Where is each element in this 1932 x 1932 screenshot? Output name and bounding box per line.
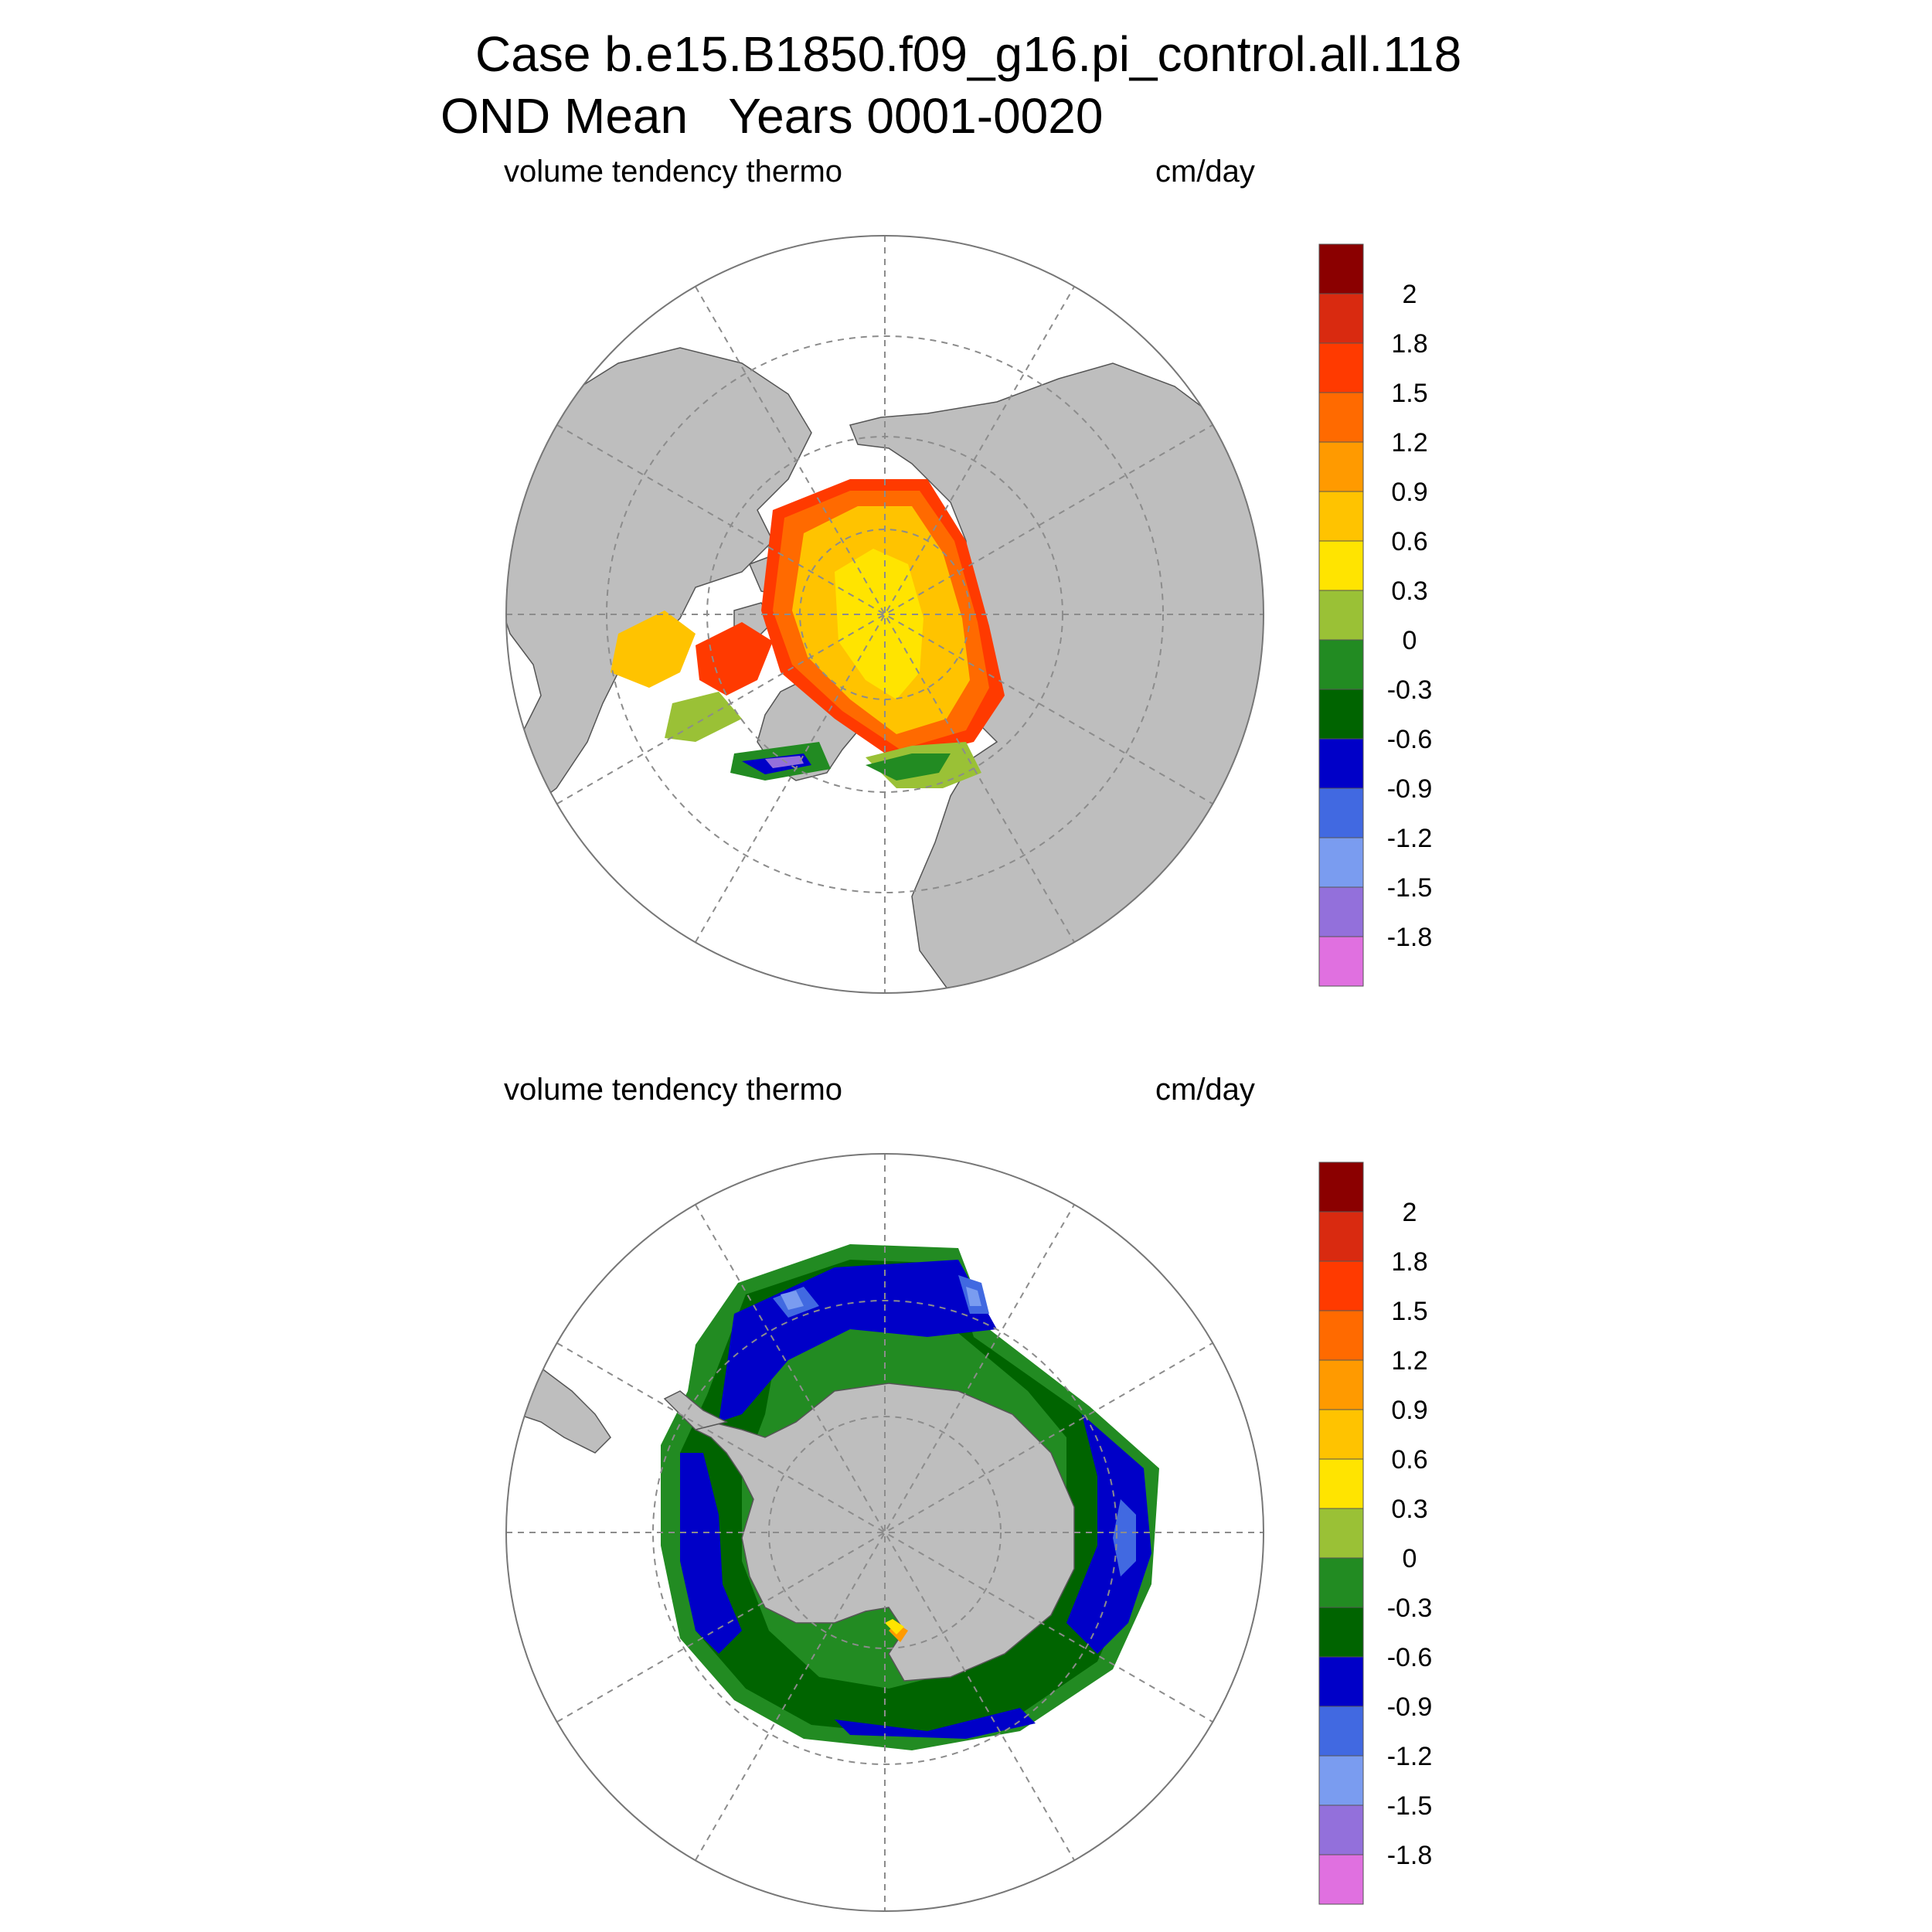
north-colorbar-swatch bbox=[1318, 936, 1364, 987]
north-colorbar-swatch bbox=[1318, 293, 1364, 344]
north-colorbar-tick-label: -0.9 bbox=[1387, 774, 1433, 804]
north-colorbar-tick-label: 0 bbox=[1403, 626, 1417, 655]
south-colorbar-swatch bbox=[1318, 1804, 1364, 1855]
south-polar-map bbox=[505, 1153, 1264, 1912]
south-colorbar-swatch bbox=[1318, 1211, 1364, 1262]
north-colorbar-swatch bbox=[1318, 491, 1364, 542]
south-colorbar-swatch bbox=[1318, 1656, 1364, 1707]
south-colorbar-tick-label: -0.9 bbox=[1387, 1692, 1433, 1722]
north-colorbar-tick-label: -0.6 bbox=[1387, 725, 1433, 754]
north-colorbar-tick-label: 0.9 bbox=[1391, 478, 1427, 507]
south-panel-variable-label: volume tendency thermo bbox=[504, 1073, 843, 1107]
north-colorbar-swatch bbox=[1318, 590, 1364, 641]
south-colorbar-tick-label: 2 bbox=[1403, 1198, 1417, 1227]
south-colorbar-swatch bbox=[1318, 1854, 1364, 1905]
south-colorbar-tick-label: 0.9 bbox=[1391, 1396, 1427, 1425]
south-map-antarctica bbox=[663, 1383, 1075, 1682]
north-colorbar-tick-label: -1.5 bbox=[1387, 873, 1433, 903]
south-colorbar-swatch bbox=[1318, 1508, 1364, 1559]
north-colorbar-swatch bbox=[1318, 738, 1364, 789]
north-colorbar-tick-label: -0.3 bbox=[1387, 675, 1433, 705]
south-panel-units-label: cm/day bbox=[1155, 1073, 1255, 1107]
north-colorbar-tick-label: 1.2 bbox=[1391, 428, 1427, 457]
north-colorbar-tick-label: -1.8 bbox=[1387, 923, 1433, 952]
north-polar-map bbox=[505, 235, 1264, 994]
south-colorbar-swatch bbox=[1318, 1557, 1364, 1608]
south-colorbar-swatch bbox=[1318, 1458, 1364, 1509]
figure-title-line-1: Case b.e15.B1850.f09_g16.pi_control.all.… bbox=[475, 26, 1462, 82]
north-colorbar-tick-label: 0.3 bbox=[1391, 577, 1427, 606]
south-colorbar-tick-label: 1.5 bbox=[1391, 1297, 1427, 1326]
south-graticule bbox=[506, 1154, 1264, 1911]
south-map-border bbox=[505, 1153, 1264, 1912]
south-colorbar-swatch bbox=[1318, 1409, 1364, 1460]
south-colorbar-tick-label: -1.2 bbox=[1387, 1742, 1433, 1771]
south-colorbar-swatch bbox=[1318, 1310, 1364, 1361]
north-colorbar-tick-label: -1.2 bbox=[1387, 824, 1433, 853]
south-colorbar-tick-label: 0.3 bbox=[1391, 1495, 1427, 1524]
south-colorbar-swatch bbox=[1318, 1607, 1364, 1658]
north-colorbar-swatch bbox=[1318, 787, 1364, 838]
north-colorbar-swatch bbox=[1318, 639, 1364, 690]
north-colorbar-swatch bbox=[1318, 342, 1364, 393]
north-colorbar-swatch bbox=[1318, 540, 1364, 591]
south-colorbar-swatch bbox=[1318, 1755, 1364, 1806]
south-colorbar-swatch bbox=[1318, 1706, 1364, 1757]
north-colorbar-swatch bbox=[1318, 441, 1364, 492]
north-colorbar-tick-label: 1.5 bbox=[1391, 379, 1427, 408]
south-colorbar-tick-label: -0.6 bbox=[1387, 1643, 1433, 1672]
north-graticule bbox=[506, 236, 1264, 993]
north-panel-units-label: cm/day bbox=[1155, 155, 1255, 189]
north-colorbar-swatch bbox=[1318, 392, 1364, 443]
north-colorbar: 2 1.8 1.5 1.2 0.9 0.6 0.3 0 -0.3 -0.6 -0.9 -1.2 -1.5… bbox=[1318, 243, 1433, 987]
south-colorbar-tick-label: -1.5 bbox=[1387, 1791, 1433, 1821]
north-colorbar-swatch bbox=[1318, 837, 1364, 888]
south-colorbar-tick-label: 0.6 bbox=[1391, 1445, 1427, 1475]
south-colorbar-swatch bbox=[1318, 1162, 1364, 1213]
north-colorbar-swatch bbox=[1318, 243, 1364, 294]
south-colorbar-tick-label: -1.8 bbox=[1387, 1841, 1433, 1870]
north-colorbar-swatch bbox=[1318, 689, 1364, 740]
north-panel-variable-label: volume tendency thermo bbox=[504, 155, 843, 189]
north-colorbar-tick-label: 0.6 bbox=[1391, 527, 1427, 556]
north-colorbar-swatch bbox=[1318, 886, 1364, 937]
south-colorbar-swatch bbox=[1318, 1260, 1364, 1311]
north-map-border bbox=[505, 235, 1264, 994]
south-colorbar-tick-label: 1.2 bbox=[1391, 1346, 1427, 1376]
south-colorbar-tick-label: -0.3 bbox=[1387, 1594, 1433, 1623]
south-colorbar-tick-label: 0 bbox=[1403, 1544, 1417, 1573]
north-colorbar-tick-label: 2 bbox=[1403, 280, 1417, 309]
south-colorbar-swatch bbox=[1318, 1359, 1364, 1410]
north-colorbar-tick-label: 1.8 bbox=[1391, 329, 1427, 359]
figure-title-line-2: OND Mean Years 0001-0020 bbox=[440, 88, 1104, 144]
south-colorbar: 2 1.8 1.5 1.2 0.9 0.6 0.3 0 -0.3 -0.6 -0.9 -1.2 -1.5… bbox=[1318, 1162, 1433, 1905]
south-colorbar-tick-label: 1.8 bbox=[1391, 1247, 1427, 1277]
